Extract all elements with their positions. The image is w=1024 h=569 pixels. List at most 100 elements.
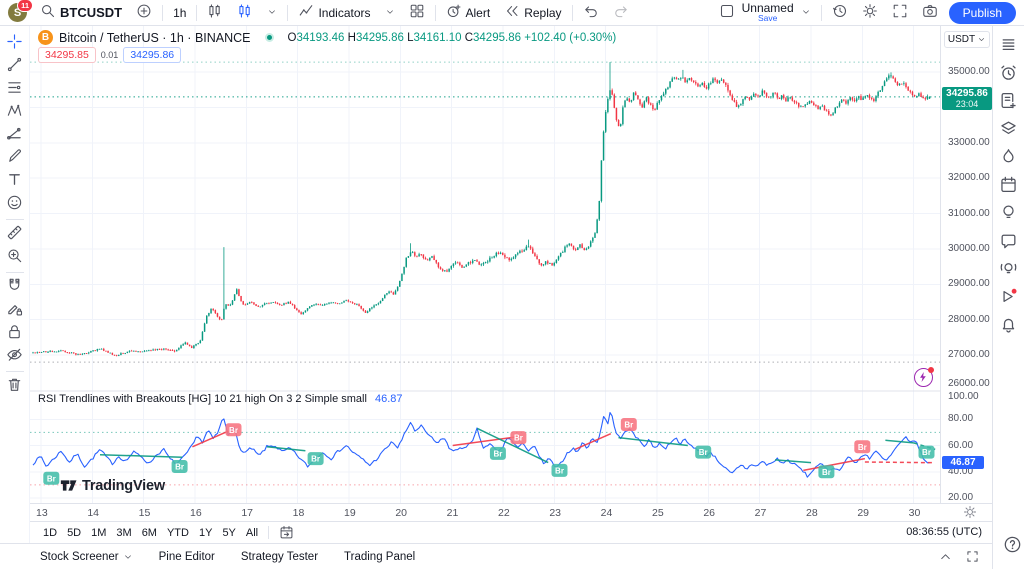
tool-trend-line[interactable]	[3, 55, 27, 78]
tool-delete[interactable]	[3, 375, 27, 398]
publish-button[interactable]: Publish	[948, 1, 1016, 24]
breakout-label-up[interactable]: Br	[918, 445, 935, 459]
quick-trade-lightning-button[interactable]	[914, 367, 934, 387]
range-5d-button[interactable]: 5D	[67, 526, 82, 539]
sidebar-notifications-button[interactable]	[996, 313, 1022, 341]
range-1m-button[interactable]: 1M	[91, 526, 107, 539]
breakout-label-down[interactable]: Br	[620, 418, 637, 431]
bid-button[interactable]: 34295.85	[38, 47, 96, 63]
indicator-legend[interactable]: RSI Trendlines with Breakouts [HG] 10 21…	[38, 393, 403, 405]
breakout-label-up[interactable]: Br	[695, 445, 712, 459]
breakout-label-up[interactable]: Br	[307, 452, 324, 466]
compare-add-symbol-button[interactable]	[129, 2, 159, 24]
expand-panel-icon[interactable]	[938, 549, 953, 567]
breakout-label-up[interactable]: Br	[171, 460, 188, 473]
help-button[interactable]	[999, 533, 1024, 561]
rsi-trendline-down[interactable]	[574, 433, 612, 451]
layout-select-button[interactable]	[712, 2, 742, 24]
range-6m-button[interactable]: 6M	[141, 526, 157, 539]
time-axis[interactable]: 13 14 15 16 17 18 19 20 21 22 23 24 25 26 27 28 29 30	[30, 503, 992, 521]
rsi-trendline-down[interactable]	[452, 436, 516, 447]
currency-select[interactable]: USDT	[944, 31, 990, 48]
tool-brush[interactable]	[3, 147, 27, 170]
axis-settings-button[interactable]	[963, 505, 978, 520]
sidebar-object-tree-button[interactable]	[996, 117, 1022, 145]
tool-ruler[interactable]	[3, 223, 27, 246]
rsi-trendline-up[interactable]	[99, 453, 183, 459]
tool-magnet[interactable]	[3, 276, 27, 299]
interval-button[interactable]: 1h	[166, 2, 193, 24]
indicator-templates-button[interactable]	[402, 2, 432, 24]
sidebar-live-button[interactable]	[996, 285, 1022, 313]
sidebar-news-button[interactable]	[996, 89, 1022, 117]
chart-style-candles-button[interactable]	[200, 2, 230, 24]
tool-fib-retracement[interactable]	[3, 78, 27, 101]
tool-emoji[interactable]	[3, 193, 27, 216]
market-status-dot[interactable]	[264, 33, 274, 42]
last-price-badge[interactable]: 34295.86 23:04	[942, 86, 992, 110]
range-all-button[interactable]: All	[245, 526, 259, 539]
undo-button[interactable]	[576, 2, 606, 24]
chart-pane[interactable]: Br Br Br Br Br Br Br Br Br Br Br Br	[30, 26, 940, 503]
tool-hide-all[interactable]	[3, 345, 27, 368]
rsi-trendline-up[interactable]	[913, 442, 936, 451]
indicators-dropdown[interactable]	[378, 2, 402, 24]
sidebar-watchlist-button[interactable]	[996, 33, 1022, 61]
breakout-label-up[interactable]: Br	[489, 446, 506, 460]
range-3m-button[interactable]: 3M	[116, 526, 132, 539]
layout-history-button[interactable]	[825, 2, 855, 24]
sidebar-hotlists-button[interactable]	[996, 145, 1022, 173]
rsi-trendline-up[interactable]	[476, 427, 549, 464]
utc-clock[interactable]: 08:36:55 (UTC)	[906, 526, 982, 538]
rsi-trendline-down[interactable]	[192, 430, 229, 448]
rsi-trendline-up[interactable]	[266, 446, 306, 452]
tool-crosshair[interactable]	[3, 32, 27, 55]
redo-button[interactable]	[606, 2, 636, 24]
breakout-label-down[interactable]: Br	[510, 431, 527, 445]
range-5y-button[interactable]: 5Y	[222, 526, 236, 539]
breakout-label-up[interactable]: Br	[818, 465, 835, 479]
price-axis[interactable]: USDT 35000.00 33000.00 32000.00 31000.00 300…	[940, 26, 992, 503]
layout-name-button[interactable]: Unnamed Save	[742, 2, 794, 23]
tool-lock-all[interactable]	[3, 322, 27, 345]
chart-style-dropdown[interactable]	[260, 2, 284, 24]
sidebar-ideas-stream-button[interactable]	[996, 257, 1022, 285]
indicators-button[interactable]: Indicators	[291, 2, 377, 24]
sidebar-ideas-button[interactable]	[996, 201, 1022, 229]
rsi-trendline-down[interactable]	[803, 457, 866, 472]
go-to-date-button[interactable]	[274, 523, 299, 542]
alert-button[interactable]: Alert	[439, 2, 498, 24]
fullscreen-button[interactable]	[885, 2, 915, 24]
sidebar-calendar-button[interactable]	[996, 173, 1022, 201]
tool-projection[interactable]	[3, 124, 27, 147]
user-avatar[interactable]: S 11	[8, 0, 33, 22]
snapshot-button[interactable]	[915, 2, 945, 24]
range-1y-button[interactable]: 1Y	[198, 526, 213, 539]
tool-xabcd-pattern[interactable]	[3, 101, 27, 124]
sidebar-alerts-button[interactable]	[996, 61, 1022, 89]
range-ytd-button[interactable]: YTD	[166, 526, 189, 539]
tool-zoom-in[interactable]	[3, 246, 27, 269]
replay-button[interactable]: Replay	[497, 2, 568, 24]
tab-stock-screener[interactable]: Stock Screener	[40, 551, 133, 563]
legend-title[interactable]: Bitcoin / TetherUS · 1h · BINANCE	[59, 30, 251, 45]
tab-pine-editor[interactable]: Pine Editor	[159, 551, 215, 563]
layout-dropdown[interactable]	[794, 2, 818, 24]
chart-style-selected-button[interactable]	[230, 2, 260, 24]
breakout-label-up[interactable]: Br	[43, 471, 60, 485]
tool-drawing-lock[interactable]	[3, 299, 27, 322]
tab-trading-panel[interactable]: Trading Panel	[344, 551, 415, 563]
breakout-label-up[interactable]: Br	[551, 463, 568, 477]
breakout-label-down[interactable]: Br	[854, 440, 871, 454]
ask-button[interactable]: 34295.86	[123, 47, 182, 63]
indicator-title[interactable]: RSI Trendlines with Breakouts [HG] 10 21…	[38, 393, 367, 405]
range-1d-button[interactable]: 1D	[43, 526, 58, 539]
rsi-trendline-up[interactable]	[885, 439, 914, 444]
chart-settings-button[interactable]	[855, 2, 885, 24]
maximize-panel-icon[interactable]	[965, 549, 980, 567]
price-chart-canvas[interactable]: Br Br Br Br Br Br Br Br Br Br Br Br	[30, 26, 940, 503]
symbol-search-button[interactable]: BTCUSDT	[33, 2, 129, 24]
rsi-trendline-up[interactable]	[775, 459, 812, 464]
sidebar-chat-button[interactable]	[996, 229, 1022, 257]
breakout-label-down[interactable]: Br	[225, 423, 242, 437]
